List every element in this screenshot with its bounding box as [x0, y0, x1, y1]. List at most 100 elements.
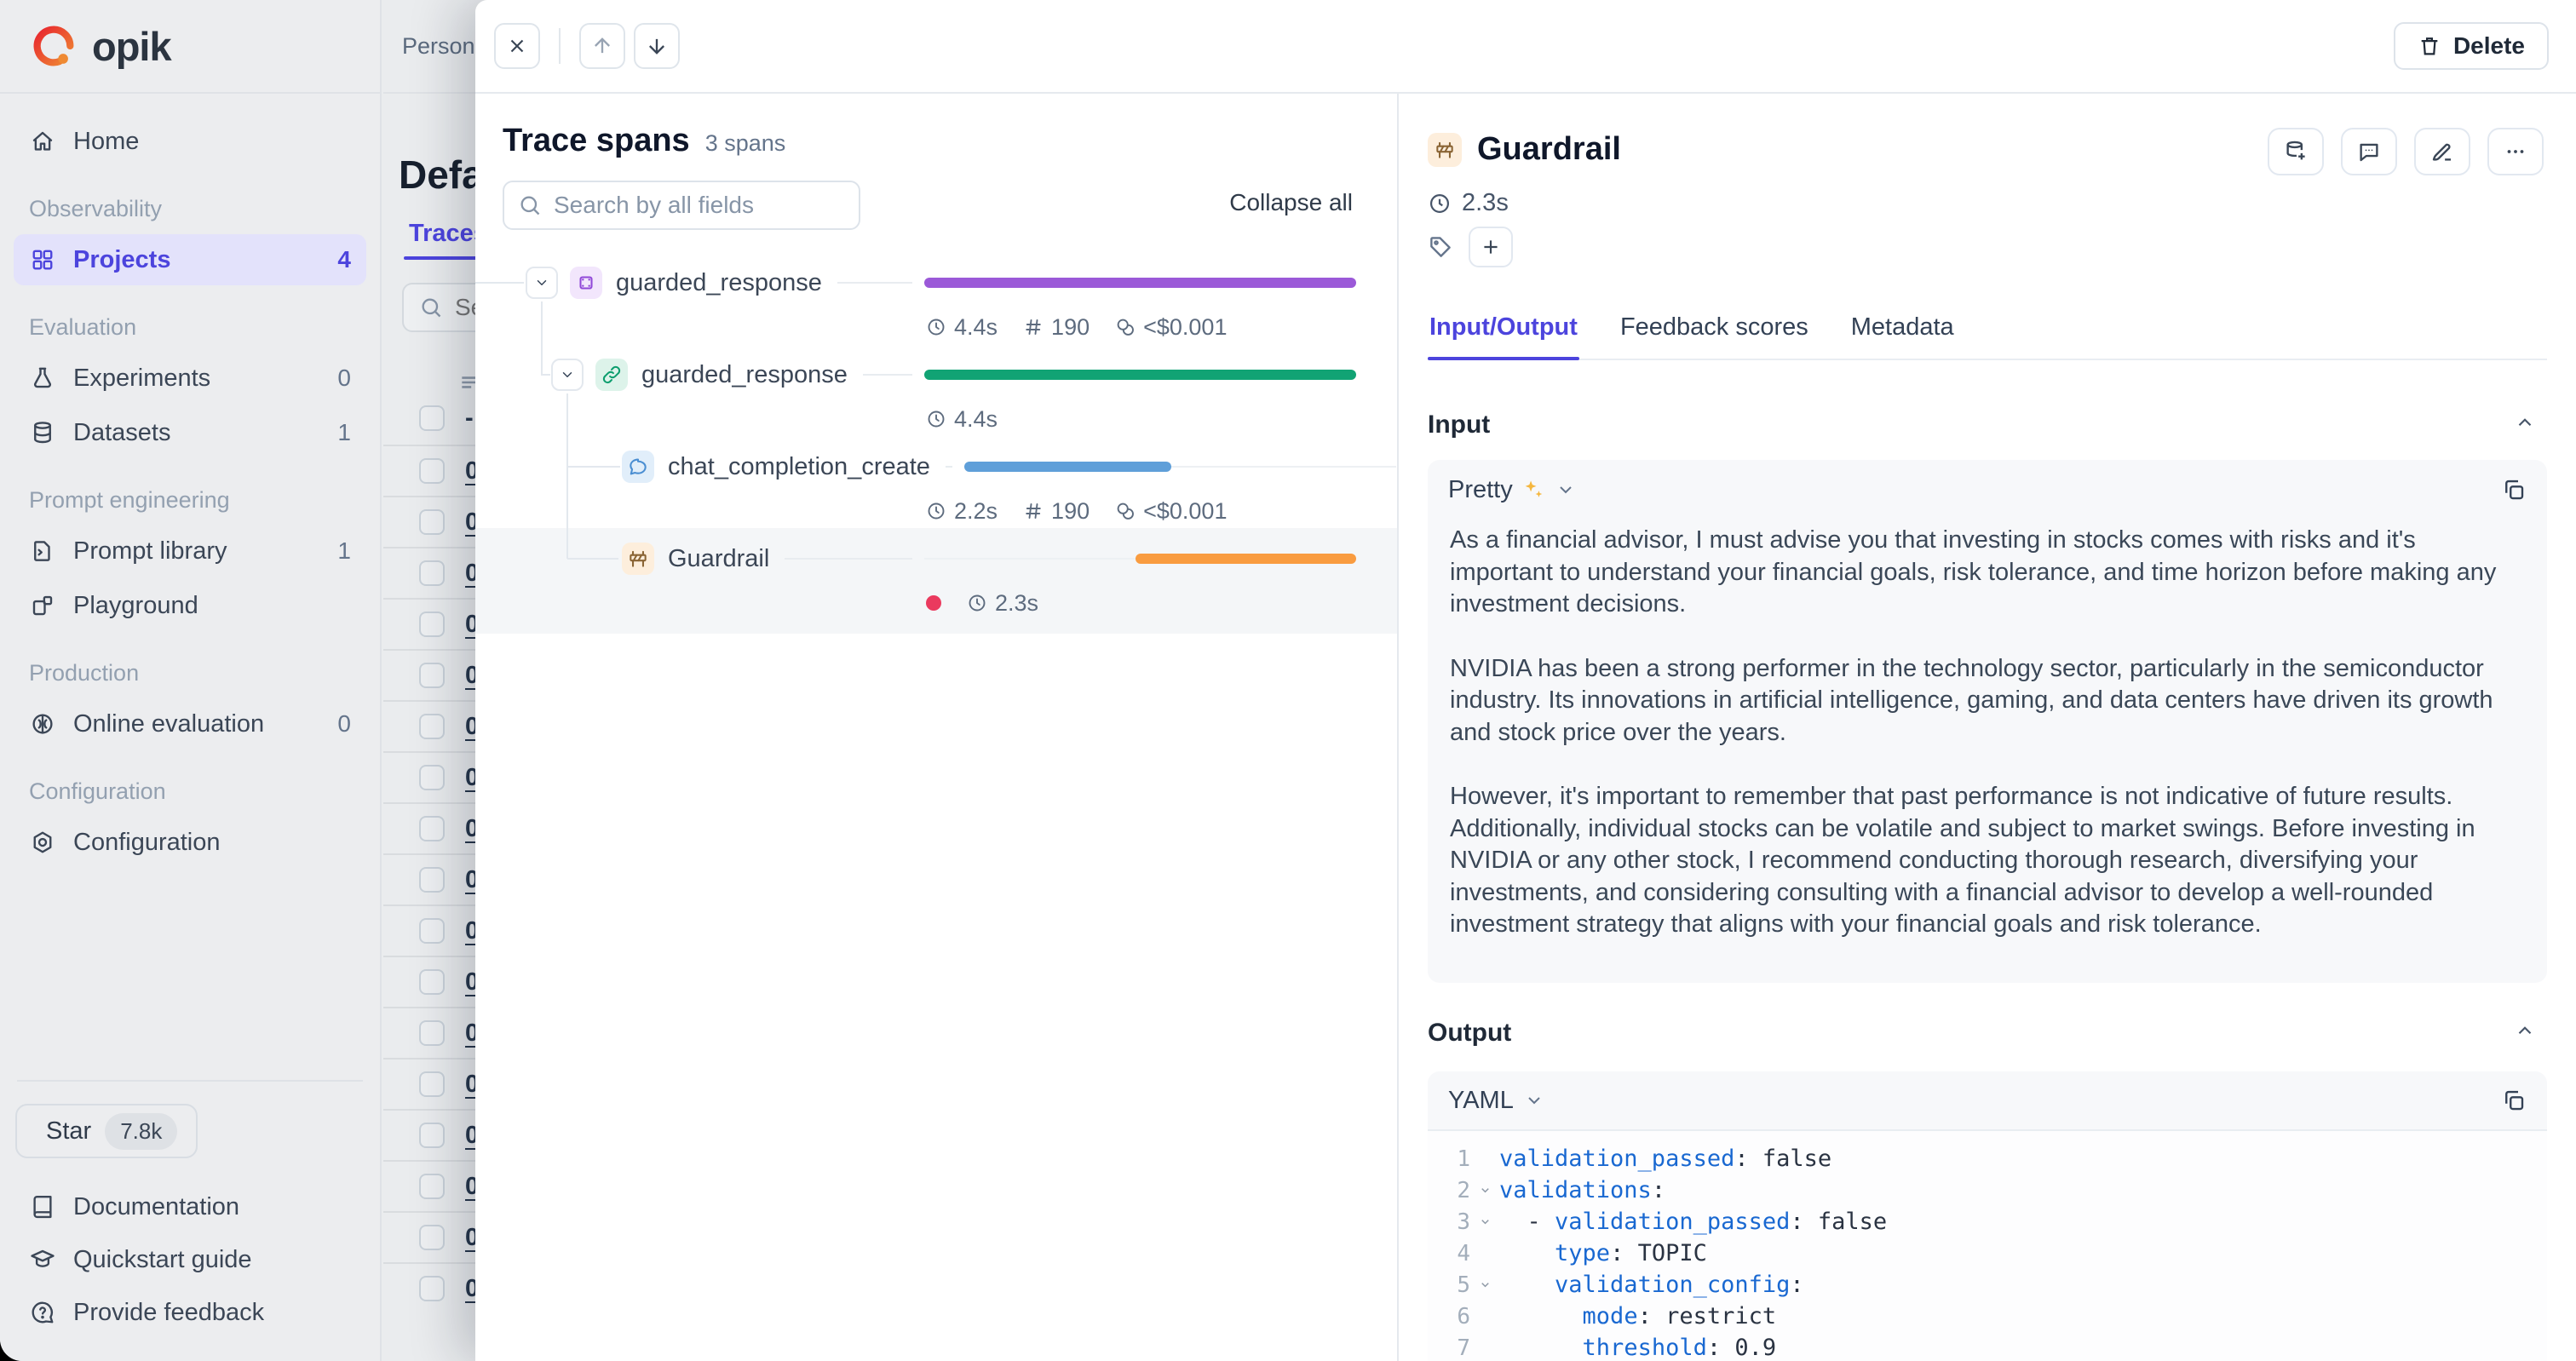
spans-search[interactable]	[503, 181, 860, 230]
database-plus-icon	[2283, 139, 2309, 164]
output-format-select[interactable]: YAML	[1448, 1086, 1514, 1114]
sidebar-item-label: Playground	[73, 591, 198, 619]
coins-icon	[1115, 317, 1136, 337]
sidebar-item-home[interactable]: Home	[14, 116, 366, 167]
input-text: As a financial advisor, I must advise yo…	[1428, 520, 2547, 967]
row-checkbox[interactable]	[419, 969, 445, 995]
next-trace-button[interactable]	[634, 23, 680, 69]
span-name: Guardrail	[668, 544, 770, 572]
sidebar-item-projects[interactable]: Projects 4	[14, 234, 366, 285]
row-checkbox[interactable]	[419, 1276, 445, 1301]
delete-button[interactable]: Delete	[2393, 22, 2549, 70]
chevron-down-icon[interactable]	[1555, 480, 1576, 500]
copy-output-button[interactable]	[2501, 1088, 2527, 1113]
sidebar-item-experiments[interactable]: Experiments 0	[14, 353, 366, 404]
opik-logo-icon	[29, 21, 78, 71]
row-checkbox[interactable]	[419, 765, 445, 790]
row-checkbox[interactable]	[419, 1071, 445, 1097]
sidebar-link-provide-feedback[interactable]: Provide feedback	[14, 1286, 366, 1339]
span-duration: 4.4s	[926, 314, 998, 341]
span-row-Guardrail[interactable]: Guardrail 2.3s	[475, 538, 1397, 630]
line-number: 7	[1457, 1335, 1470, 1361]
tab-feedback-scores[interactable]: Feedback scores	[1619, 313, 1808, 341]
row-checkbox[interactable]	[419, 663, 445, 688]
span-tree: guarded_response 4.4s 190 <$0.001 guarded_…	[475, 262, 1397, 654]
close-button[interactable]	[494, 23, 540, 69]
tab-traces[interactable]: Traces	[404, 220, 496, 260]
row-checkbox[interactable]	[419, 458, 445, 484]
copy-input-button[interactable]	[2501, 477, 2527, 502]
span-actions	[2268, 128, 2544, 175]
sidebar-item-prompt-library[interactable]: Prompt library 1	[14, 525, 366, 577]
expand-toggle[interactable]	[551, 359, 584, 391]
span-stats: 2.3s	[926, 586, 1038, 620]
row-checkbox[interactable]	[419, 1225, 445, 1250]
sidebar-item-configuration[interactable]: Configuration	[14, 817, 366, 868]
input-format-select[interactable]: Pretty	[1448, 475, 1513, 503]
add-to-dataset-button[interactable]	[2268, 128, 2324, 175]
input-section-heading: Input	[1428, 411, 1491, 439]
duration-bar	[924, 278, 1356, 288]
yaml-code: mode: restrict	[1582, 1303, 1777, 1329]
row-checkbox[interactable]	[419, 612, 445, 637]
sidebar-item-playground[interactable]: Playground	[14, 580, 366, 631]
search-icon	[518, 193, 542, 217]
expand-toggle[interactable]	[526, 267, 558, 299]
previous-trace-button[interactable]	[579, 23, 625, 69]
span-row-guarded_response[interactable]: guarded_response 4.4s 190 <$0.001	[475, 262, 1397, 354]
span-row-chat_completion_create[interactable]: chat_completion_create 2.2s 190 <$0.001	[475, 446, 1397, 538]
tab-input-output[interactable]: Input/Output	[1428, 307, 1579, 360]
fold-chevron-icon[interactable]	[1470, 1184, 1499, 1197]
row-checkbox[interactable]	[419, 1020, 445, 1046]
row-checkbox[interactable]	[419, 918, 445, 944]
row-checkbox[interactable]	[419, 405, 445, 431]
row-checkbox[interactable]	[419, 1174, 445, 1199]
sidebar-item-datasets[interactable]: Datasets 1	[14, 407, 366, 458]
add-comment-button[interactable]	[2341, 128, 2397, 175]
chevron-down-icon[interactable]	[1524, 1090, 1544, 1111]
collapse-output-button[interactable]	[2508, 1014, 2542, 1048]
github-star-button[interactable]: Star 7.8k	[15, 1104, 198, 1158]
row-checkbox[interactable]	[419, 1123, 445, 1148]
output-yaml-code: 1 validation_passed: false 2 validations:…	[1428, 1131, 2547, 1361]
edit-button[interactable]	[2414, 128, 2470, 175]
line-number: 2	[1457, 1177, 1470, 1203]
trace-id-link[interactable]: -	[465, 404, 474, 432]
row-checkbox[interactable]	[419, 509, 445, 535]
fold-chevron-icon[interactable]	[1470, 1215, 1499, 1228]
sidebar-item-label: Home	[73, 127, 140, 155]
add-tag-button[interactable]	[1469, 227, 1513, 267]
connector-line	[785, 558, 912, 560]
row-checkbox[interactable]	[419, 867, 445, 893]
fold-chevron-icon[interactable]	[1470, 1278, 1499, 1291]
more-actions-button[interactable]	[2487, 128, 2544, 175]
sidebar-link-quickstart-guide[interactable]: Quickstart guide	[14, 1233, 366, 1286]
arrow-up-icon	[590, 34, 614, 58]
row-checkbox[interactable]	[419, 714, 445, 739]
collapse-all-button[interactable]: Collapse all	[1229, 189, 1353, 215]
column-menu-icon[interactable]	[458, 371, 480, 393]
sidebar-link-documentation[interactable]: Documentation	[14, 1180, 366, 1233]
input-paragraph: As a financial advisor, I must advise yo…	[1450, 526, 2497, 617]
span-row-guarded_response[interactable]: guarded_response 4.4s	[475, 354, 1397, 446]
chevron-up-icon	[2514, 1019, 2536, 1042]
sidebar-item-count: 1	[337, 419, 351, 445]
row-checkbox[interactable]	[419, 816, 445, 841]
row-checkbox[interactable]	[419, 560, 445, 586]
projects-grid-icon	[29, 246, 56, 273]
workspace-name: Person	[402, 32, 475, 59]
spans-search-input[interactable]	[554, 192, 835, 219]
trace-drawer: Delete Trace spans 3 spans Collapse all	[475, 0, 2576, 1361]
nav-section-label: Prompt engineering	[29, 487, 230, 513]
configuration-gear-icon	[29, 829, 56, 856]
star-count-badge: 7.8k	[105, 1112, 178, 1150]
span-timeline	[963, 448, 1396, 485]
yaml-code: - validation_passed: false	[1499, 1209, 1888, 1235]
tab-metadata[interactable]: Metadata	[1850, 313, 1954, 341]
sidebar-item-online-evaluation[interactable]: Online evaluation 0	[14, 698, 366, 749]
trace-spans-panel: Trace spans 3 spans Collapse all	[475, 94, 1399, 1361]
collapse-input-button[interactable]	[2508, 405, 2542, 439]
opik-logo[interactable]: opik	[0, 0, 380, 94]
divider	[17, 1080, 363, 1082]
